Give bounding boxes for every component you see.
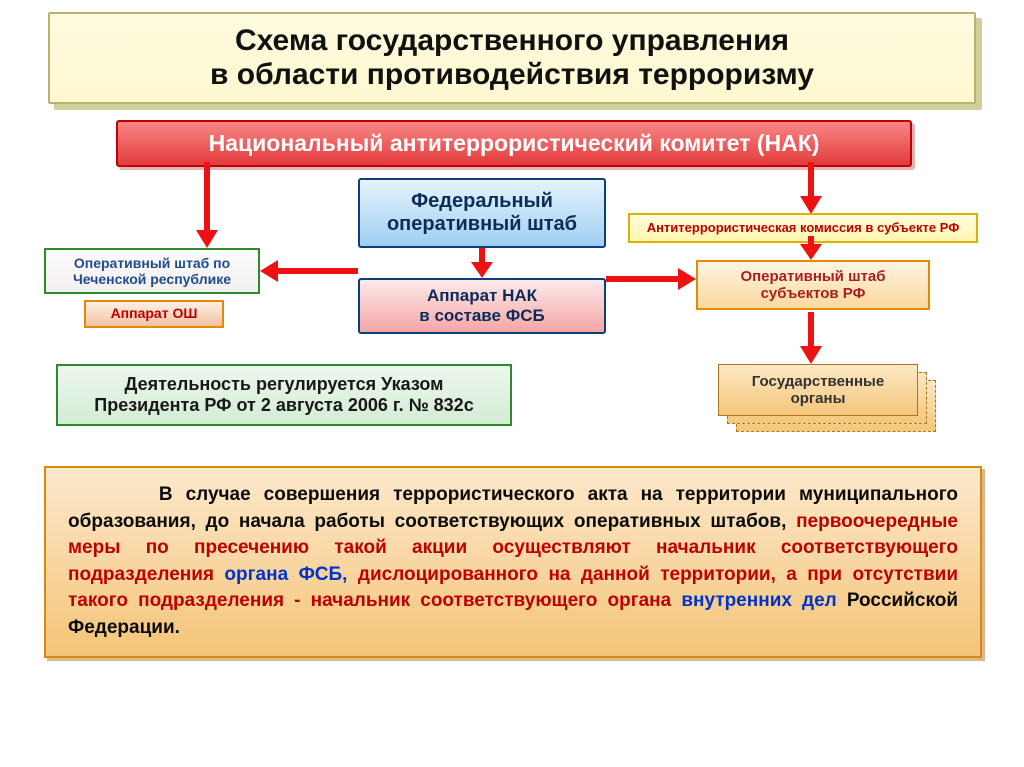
chechen-box: Оперативный штаб по Чеченской республике	[44, 248, 260, 294]
arrow-yellow-oper-head	[800, 244, 822, 260]
nak-box: Национальный антитеррористический комите…	[116, 120, 912, 167]
chechen-line2: Чеченской республике	[51, 271, 253, 287]
arrow-oper-gov-head	[800, 346, 822, 364]
footer-box: В случае совершения террористического ак…	[44, 466, 982, 658]
gov-organs-stack: Государственные органы	[718, 364, 938, 428]
nak-label: Национальный антитеррористический комите…	[209, 130, 820, 156]
apparat-osh-label: Аппарат ОШ	[111, 305, 198, 321]
oper-rf-line1: Оперативный штаб	[704, 268, 922, 285]
footer-indent	[68, 484, 159, 505]
title-container: Схема государственного управления в обла…	[48, 12, 976, 104]
arrow-nak-left-head	[196, 230, 218, 248]
apparat-nak-box: Аппарат НАК в составе ФСБ	[358, 278, 606, 334]
yellow-sub-label: Антитеррористическая комиссия в субъекте…	[647, 220, 960, 235]
title-box: Схема государственного управления в обла…	[48, 12, 976, 104]
oper-rf-line2: субъектов РФ	[704, 285, 922, 302]
title-line1: Схема государственного управления	[66, 24, 958, 58]
fed-line2: оперативный штаб	[366, 213, 598, 236]
arrow-fed-left-head	[260, 260, 278, 282]
oper-rf-box: Оперативный штаб субъектов РФ	[696, 260, 930, 310]
arrow-fed-right-head	[678, 268, 696, 290]
arrow-nak-right-head	[800, 196, 822, 214]
arrow-nak-right-v	[808, 162, 814, 198]
yellow-sub-box: Антитеррористическая комиссия в субъекте…	[628, 213, 978, 243]
fed-line1: Федеральный	[366, 190, 598, 213]
title-line2: в области противодействия терроризму	[66, 58, 958, 92]
gov-layer-1: Государственные органы	[718, 364, 918, 416]
arrow-oper-gov-v	[808, 312, 814, 348]
chechen-line1: Оперативный штаб по	[51, 255, 253, 271]
arrow-fed-apparat-head	[471, 262, 493, 278]
apparat-nak-line2: в составе ФСБ	[366, 306, 598, 326]
arrow-nak-left-v	[204, 162, 210, 232]
decree-box: Деятельность регулируется Указом Президе…	[56, 364, 512, 426]
arrow-fed-right-h	[606, 276, 678, 282]
fed-staff-box: Федеральный оперативный штаб	[358, 178, 606, 248]
decree-line2: Президента РФ от 2 августа 2006 г. № 832…	[68, 395, 500, 416]
apparat-osh-box: Аппарат ОШ	[84, 300, 224, 328]
gov-line2: органы	[752, 390, 884, 407]
decree-line1: Деятельность регулируется Указом	[68, 374, 500, 395]
apparat-nak-line1: Аппарат НАК	[366, 286, 598, 306]
gov-line1: Государственные	[752, 373, 884, 390]
footer-part5: внутренних дел	[671, 590, 837, 611]
arrow-fed-left-h	[278, 268, 358, 274]
footer-part3: органа ФСБ,	[214, 564, 358, 585]
